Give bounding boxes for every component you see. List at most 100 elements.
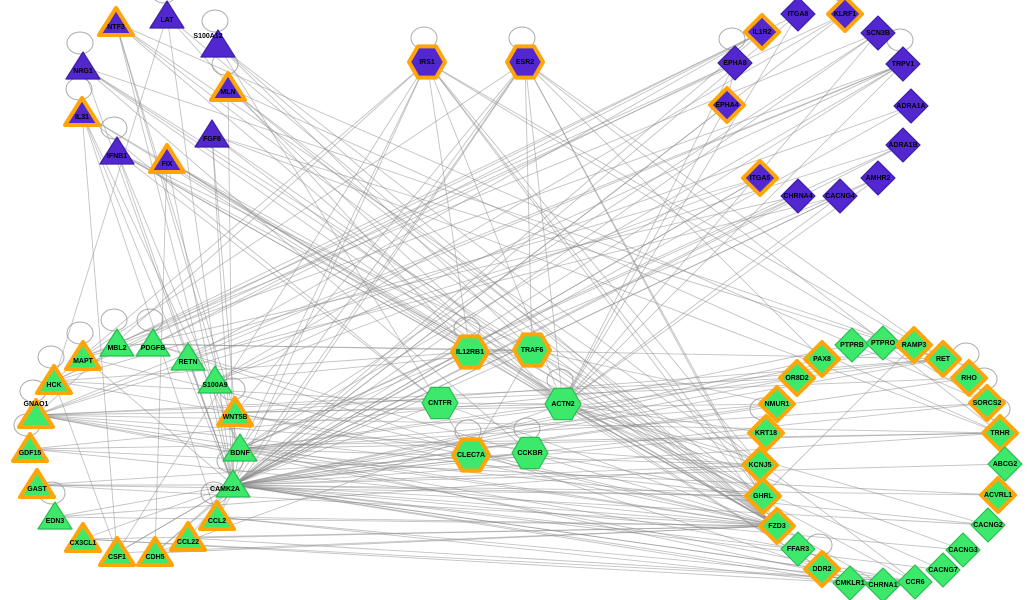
diamond-node-shape[interactable] bbox=[803, 550, 841, 588]
triangle-node-shape[interactable] bbox=[215, 469, 251, 498]
diamond-node-shape[interactable] bbox=[987, 446, 1023, 482]
edge-CHRNA4-BDNF[interactable] bbox=[239, 195, 799, 450]
triangle-node-shape[interactable] bbox=[222, 433, 258, 462]
edge-ESR2-MAPT[interactable] bbox=[82, 61, 526, 358]
diamond-node-shape[interactable] bbox=[885, 127, 921, 163]
node-IRS1[interactable]: IRS1 bbox=[407, 44, 447, 80]
triangle-node-shape[interactable] bbox=[194, 119, 230, 148]
edge-EPHA8-ACTN2[interactable] bbox=[562, 62, 736, 405]
edge-IFNB1-BDNF[interactable] bbox=[116, 151, 241, 450]
edge-IL31-CCL2[interactable] bbox=[81, 112, 218, 518]
edge-ACTN2-PTPRB[interactable] bbox=[562, 344, 853, 405]
edge-TRPV1-CAMK2A[interactable] bbox=[232, 63, 904, 486]
diamond-node-shape[interactable] bbox=[865, 325, 901, 361]
diamond-node-shape[interactable] bbox=[803, 340, 841, 378]
node-SCN3B[interactable]: SCN3B bbox=[860, 15, 896, 51]
edge-IL12RB1-CAMK2A[interactable] bbox=[232, 351, 471, 486]
edge-RAMP3-GHRL[interactable] bbox=[762, 344, 915, 497]
edge-IRS1-CSF1[interactable] bbox=[116, 61, 428, 554]
node-IL12RB1[interactable]: IL12RB1 bbox=[450, 334, 490, 370]
diamond-node-shape[interactable] bbox=[708, 86, 746, 124]
edge-ESR2-GHRL[interactable] bbox=[524, 61, 764, 497]
edge-FGF8-FZD3[interactable] bbox=[211, 134, 778, 527]
edge-CAMK2A-FFAR3[interactable] bbox=[232, 484, 799, 550]
edge-CX3CL1-CAMK2A[interactable] bbox=[82, 484, 234, 540]
diamond-node-shape[interactable] bbox=[860, 160, 896, 196]
edge-IRS1-HCK[interactable] bbox=[53, 61, 428, 382]
diamond-node-shape[interactable] bbox=[895, 326, 933, 364]
diamond-node-shape[interactable] bbox=[925, 552, 961, 588]
edge-CAMK2A-RHO[interactable] bbox=[232, 377, 970, 486]
edge-GAST-GHRL[interactable] bbox=[36, 484, 764, 497]
edge-IRS1-BDNF[interactable] bbox=[239, 61, 428, 450]
triangle-node-shape[interactable] bbox=[99, 136, 135, 165]
edge-IL1R2-MBL2[interactable] bbox=[116, 31, 763, 345]
diamond-node-shape[interactable] bbox=[865, 567, 901, 600]
edge-BDNF-ACTN2[interactable] bbox=[239, 403, 564, 450]
edge-TRPV1-S100A9[interactable] bbox=[214, 63, 904, 382]
hexagon-node-shape[interactable] bbox=[544, 387, 582, 421]
edge-ESR2-TRHR[interactable] bbox=[524, 61, 1001, 434]
node-IL31[interactable]: IL31 bbox=[63, 96, 101, 127]
diamond-node-shape[interactable] bbox=[780, 0, 816, 32]
edge-NTF3-WNT5B[interactable] bbox=[115, 22, 236, 414]
diamond-node-shape[interactable] bbox=[860, 15, 896, 51]
triangle-node-shape[interactable] bbox=[170, 342, 206, 371]
edge-FIX-CAMK2A[interactable] bbox=[166, 159, 234, 486]
edge-HCK-CLEC7A[interactable] bbox=[53, 380, 472, 456]
self-loop-edge[interactable] bbox=[66, 321, 94, 345]
node-TRAF6[interactable]: TRAF6 bbox=[512, 332, 552, 368]
triangle-node-shape[interactable] bbox=[17, 398, 55, 429]
self-loop-edge[interactable] bbox=[136, 308, 164, 332]
edge-SCN3B-ACTN2[interactable] bbox=[562, 32, 879, 405]
edge-IL1R2-CAMK2A[interactable] bbox=[232, 31, 763, 486]
self-loop-edge[interactable] bbox=[66, 31, 94, 55]
self-loop-edge[interactable] bbox=[65, 77, 93, 101]
edge-GNAO1-OR8D2[interactable] bbox=[35, 377, 798, 416]
edge-CAMK2A-CACNG3[interactable] bbox=[232, 484, 964, 551]
edge-GDF15-TRHR[interactable] bbox=[29, 432, 1001, 450]
edge-IFNB1-TRAF6[interactable] bbox=[116, 151, 533, 351]
diamond-node-shape[interactable] bbox=[834, 327, 870, 363]
triangle-node-shape[interactable] bbox=[63, 96, 101, 127]
edge-ACTN2-KRT18[interactable] bbox=[562, 403, 767, 434]
edge-IRS1-GHRL[interactable] bbox=[426, 61, 764, 497]
diamond-node-shape[interactable] bbox=[778, 359, 816, 397]
edge-AMHR2-BDNF[interactable] bbox=[239, 177, 879, 450]
triangle-node-shape[interactable] bbox=[197, 365, 233, 394]
edge-IL31-CAMK2A[interactable] bbox=[81, 112, 234, 486]
triangle-node-shape[interactable] bbox=[216, 396, 254, 427]
edge-HCK-CNTFR[interactable] bbox=[53, 380, 441, 404]
triangle-node-shape[interactable] bbox=[135, 328, 171, 357]
edge-CLEC7A-CAMK2A[interactable] bbox=[232, 454, 472, 486]
edge-GDF15-ACVRL1[interactable] bbox=[29, 448, 999, 496]
edge-CAMK2A-PAX8[interactable] bbox=[232, 358, 823, 486]
edge-EPHA4-CAMK2A[interactable] bbox=[232, 104, 728, 486]
diamond-node-shape[interactable] bbox=[885, 46, 921, 82]
edge-SCN3B-BDNF[interactable] bbox=[239, 32, 879, 450]
edge-CCKBR-GHRL[interactable] bbox=[529, 452, 764, 497]
self-loop-edge[interactable] bbox=[100, 308, 128, 332]
node-FGF8[interactable]: FGF8 bbox=[194, 119, 230, 148]
triangle-node-shape[interactable] bbox=[148, 143, 186, 174]
edge-CAMK2A-CCR6[interactable] bbox=[232, 484, 916, 583]
edge-CSF1-CAMK2A[interactable] bbox=[116, 484, 234, 554]
diamond-node-shape[interactable] bbox=[780, 531, 816, 567]
edge-CAMK2A-GHRL[interactable] bbox=[232, 484, 764, 497]
edge-ESR2-BDNF[interactable] bbox=[239, 61, 526, 450]
diamond-node-shape[interactable] bbox=[832, 565, 868, 600]
edge-GNAO1-KCNJ5[interactable] bbox=[35, 414, 761, 466]
hexagon-node-shape[interactable] bbox=[505, 44, 545, 80]
hexagon-node-shape[interactable] bbox=[511, 436, 549, 470]
edge-CAMK2A-ACVRL1[interactable] bbox=[232, 484, 999, 496]
triangle-node-shape[interactable] bbox=[99, 328, 135, 357]
diamond-node-shape[interactable] bbox=[717, 45, 753, 81]
edge-EPHA8-MBL2[interactable] bbox=[116, 62, 736, 345]
edge-IRS1-RET[interactable] bbox=[426, 61, 944, 360]
triangle-node-shape[interactable] bbox=[149, 0, 185, 29]
edge-GNAO1-RHO[interactable] bbox=[35, 377, 970, 416]
edge-GNAO1-FFAR3[interactable] bbox=[35, 414, 799, 550]
node-IL1R2[interactable]: IL1R2 bbox=[743, 13, 781, 51]
edge-TRPV1-MAPT[interactable] bbox=[82, 63, 904, 358]
node-CHRNA4[interactable]: CHRNA4 bbox=[780, 178, 816, 214]
